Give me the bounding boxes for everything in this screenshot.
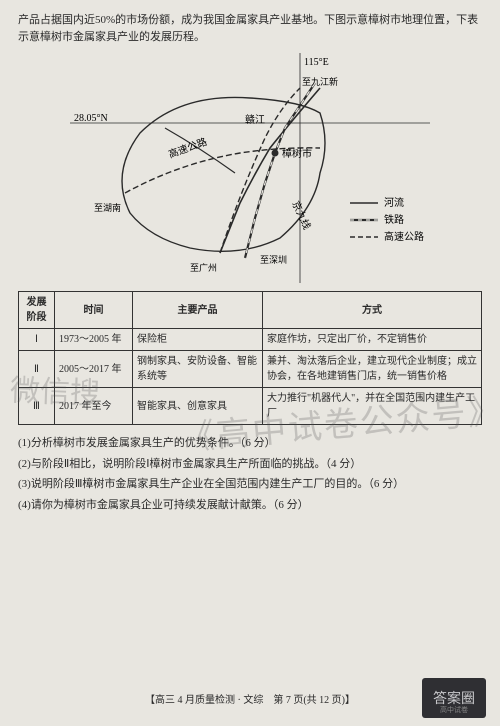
lbl-jiujiang: 至九江新 bbox=[302, 76, 338, 87]
rail-base bbox=[245, 83, 315, 258]
cell-stage: Ⅲ bbox=[19, 388, 55, 425]
stamp-sub: 高中试卷 bbox=[440, 706, 468, 717]
th-time: 时间 bbox=[55, 292, 133, 329]
boundary bbox=[122, 97, 325, 251]
development-table: 发展阶段 时间 主要产品 方式 Ⅰ 1973～2005 年 保险柜 家庭作坊，只… bbox=[18, 291, 482, 425]
lon-label: 115°E bbox=[304, 57, 329, 68]
table-row: Ⅰ 1973～2005 年 保险柜 家庭作坊，只定出厂价，不定销售价 bbox=[19, 329, 482, 351]
lbl-hunan: 至湖南 bbox=[94, 202, 121, 213]
answer-stamp: 答案圈 高中试卷 bbox=[422, 678, 486, 718]
question-1: (1)分析樟树市发展金属家具生产的优势条件。（6 分） bbox=[18, 435, 482, 452]
cell-stage: Ⅰ bbox=[19, 329, 55, 351]
table-row: Ⅱ 2005～2017 年 钢制家具、安防设备、智能系统等 兼并、淘汰落后企业，… bbox=[19, 351, 482, 388]
question-3: (3)说明阶段Ⅲ樟树市金属家具生产企业在全国范围内建生产工厂的目的。（6 分） bbox=[18, 476, 482, 493]
cell-time: 2017 年至今 bbox=[55, 388, 133, 425]
cell-method: 家庭作坊，只定出厂价，不定销售价 bbox=[263, 329, 482, 351]
cell-stage: Ⅱ bbox=[19, 351, 55, 388]
cell-time: 1973～2005 年 bbox=[55, 329, 133, 351]
map-svg: 115°E 28.05°N 至九江新 赣江 高速公路 樟树市 至湖南 至深圳 至… bbox=[70, 53, 430, 283]
lbl-zhangshu: 樟树市 bbox=[282, 147, 312, 160]
table-header-row: 发展阶段 时间 主要产品 方式 bbox=[19, 292, 482, 329]
cell-products: 保险柜 bbox=[133, 329, 263, 351]
rail-dash bbox=[245, 83, 315, 258]
lbl-ganjiang: 赣江 bbox=[245, 113, 265, 126]
cell-products: 钢制家具、安防设备、智能系统等 bbox=[133, 351, 263, 388]
lat-label: 28.05°N bbox=[74, 113, 108, 124]
cell-method: 兼并、淘汰落后企业，建立现代企业制度；成立协会，在各地建销售门店，统一销售价格 bbox=[263, 351, 482, 388]
lbl-expressway: 高速公路 bbox=[167, 135, 209, 161]
svg-text:铁路: 铁路 bbox=[384, 213, 404, 226]
lbl-shenzhen: 至深圳 bbox=[260, 255, 287, 265]
svg-text:河流: 河流 bbox=[384, 196, 404, 209]
cell-method: 大力推行"机器代人"，并在全国范围内建生产工厂 bbox=[263, 388, 482, 425]
th-products: 主要产品 bbox=[133, 292, 263, 329]
questions: (1)分析樟树市发展金属家具生产的优势条件。（6 分） (2)与阶段Ⅱ相比，说明… bbox=[18, 435, 482, 513]
lbl-guangzhou: 至广州 bbox=[190, 262, 217, 273]
table-row: Ⅲ 2017 年至今 智能家具、创意家具 大力推行"机器代人"，并在全国范围内建… bbox=[19, 388, 482, 425]
cell-time: 2005～2017 年 bbox=[55, 351, 133, 388]
th-stage: 发展阶段 bbox=[19, 292, 55, 329]
zhangshu-marker bbox=[272, 150, 279, 157]
map-figure: 115°E 28.05°N 至九江新 赣江 高速公路 樟树市 至湖南 至深圳 至… bbox=[70, 53, 430, 283]
legend: 河流 铁路 高速公路 bbox=[350, 196, 424, 243]
svg-text:高速公路: 高速公路 bbox=[384, 230, 424, 243]
question-2: (2)与阶段Ⅱ相比，说明阶段Ⅰ樟树市金属家具生产所面临的挑战。（4 分） bbox=[18, 456, 482, 473]
th-method: 方式 bbox=[263, 292, 482, 329]
intro-text: 产品占据国内近50%的市场份额，成为我国金属家具产业基地。下图示意樟树市地理位置… bbox=[18, 12, 482, 45]
question-4: (4)请你为樟树市金属家具企业可持续发展献计献策。（6 分） bbox=[18, 497, 482, 514]
cell-products: 智能家具、创意家具 bbox=[133, 388, 263, 425]
